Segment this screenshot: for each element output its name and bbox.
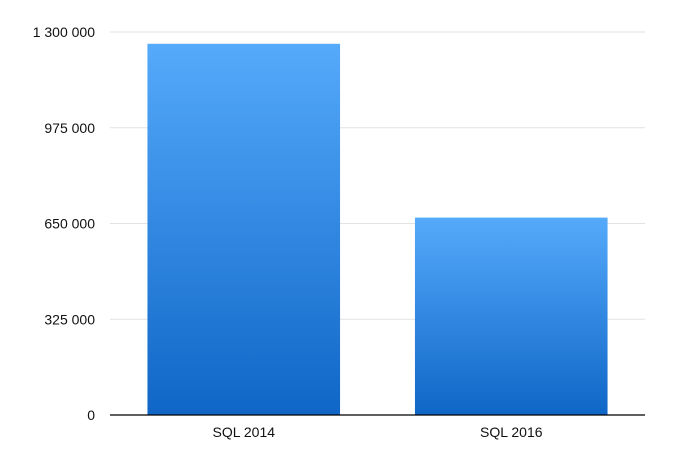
x-tick-label: SQL 2016	[480, 424, 543, 440]
y-tick-label: 0	[87, 407, 95, 423]
y-tick-label: 975 000	[44, 120, 95, 136]
y-tick-label: 325 000	[44, 311, 95, 327]
bar-sql-2016	[414, 217, 608, 415]
y-axis-labels: 0 325 000 650 000 975 000 1 300 000	[33, 24, 96, 423]
x-axis-labels: SQL 2014 SQL 2016	[212, 424, 542, 440]
y-tick-label: 1 300 000	[33, 24, 95, 40]
y-tick-label: 650 000	[44, 216, 95, 232]
x-tick-label: SQL 2014	[212, 424, 275, 440]
bar-sql-2014	[147, 43, 341, 416]
bars	[147, 43, 608, 416]
